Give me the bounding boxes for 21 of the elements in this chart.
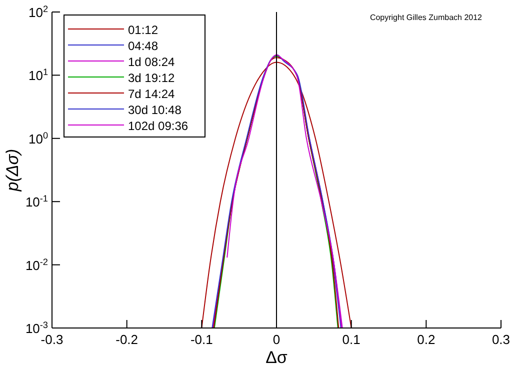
x-tick-label: -0.1 <box>190 332 213 347</box>
x-tick-label: 0.3 <box>492 332 510 347</box>
legend-label: 1d 08:24 <box>128 55 176 69</box>
legend-label: 04:48 <box>128 39 158 53</box>
y-tick-label: 10$^{-2}$ <box>25 256 48 273</box>
legend-label: 01:12 <box>128 23 158 37</box>
y-tick-label: 10$^{0}$ <box>28 130 48 146</box>
x-axis-title: Δσ <box>266 348 288 366</box>
legend-label: 30d 10:48 <box>128 103 182 117</box>
x-tick-label: 0.2 <box>417 332 436 347</box>
y-tick-label: 10$^{1}$ <box>28 67 48 84</box>
y-axis-title: p(Δσ) <box>3 148 22 192</box>
annotation: Copyright Gilles Zumbach 2012 <box>370 13 483 22</box>
x-tick-label: -0.2 <box>116 332 138 347</box>
legend-label: 102d 09:36 <box>128 119 188 133</box>
x-tick-label: 0.1 <box>342 332 360 347</box>
y-tick-label: 10$^{-1}$ <box>25 194 48 210</box>
legend-label: 3d 19:12 <box>128 71 176 85</box>
legend-label: 7d 14:24 <box>128 87 176 101</box>
x-tick-label: 0 <box>272 332 280 347</box>
y-tick-label: 10$^{2}$ <box>28 4 48 20</box>
